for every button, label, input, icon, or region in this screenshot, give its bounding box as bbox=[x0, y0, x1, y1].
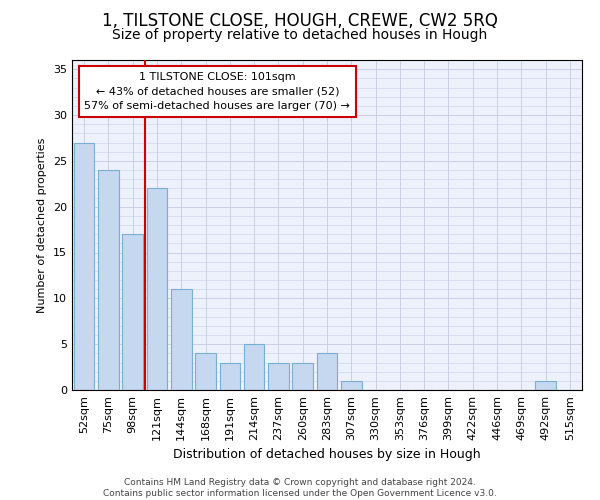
Bar bbox=[146, 188, 167, 390]
Bar bbox=[98, 170, 119, 390]
Text: 1, TILSTONE CLOSE, HOUGH, CREWE, CW2 5RQ: 1, TILSTONE CLOSE, HOUGH, CREWE, CW2 5RQ bbox=[102, 12, 498, 30]
Bar bbox=[195, 354, 216, 390]
Bar bbox=[244, 344, 265, 390]
Bar bbox=[535, 381, 556, 390]
Bar bbox=[122, 234, 143, 390]
Bar bbox=[317, 354, 337, 390]
Bar bbox=[220, 362, 240, 390]
Text: Contains HM Land Registry data © Crown copyright and database right 2024.
Contai: Contains HM Land Registry data © Crown c… bbox=[103, 478, 497, 498]
Bar bbox=[341, 381, 362, 390]
Bar bbox=[74, 142, 94, 390]
X-axis label: Distribution of detached houses by size in Hough: Distribution of detached houses by size … bbox=[173, 448, 481, 462]
Text: Size of property relative to detached houses in Hough: Size of property relative to detached ho… bbox=[112, 28, 488, 42]
Text: 1 TILSTONE CLOSE: 101sqm
← 43% of detached houses are smaller (52)
57% of semi-d: 1 TILSTONE CLOSE: 101sqm ← 43% of detach… bbox=[85, 72, 350, 111]
Y-axis label: Number of detached properties: Number of detached properties bbox=[37, 138, 47, 312]
Bar bbox=[268, 362, 289, 390]
Bar bbox=[171, 289, 191, 390]
Bar bbox=[292, 362, 313, 390]
